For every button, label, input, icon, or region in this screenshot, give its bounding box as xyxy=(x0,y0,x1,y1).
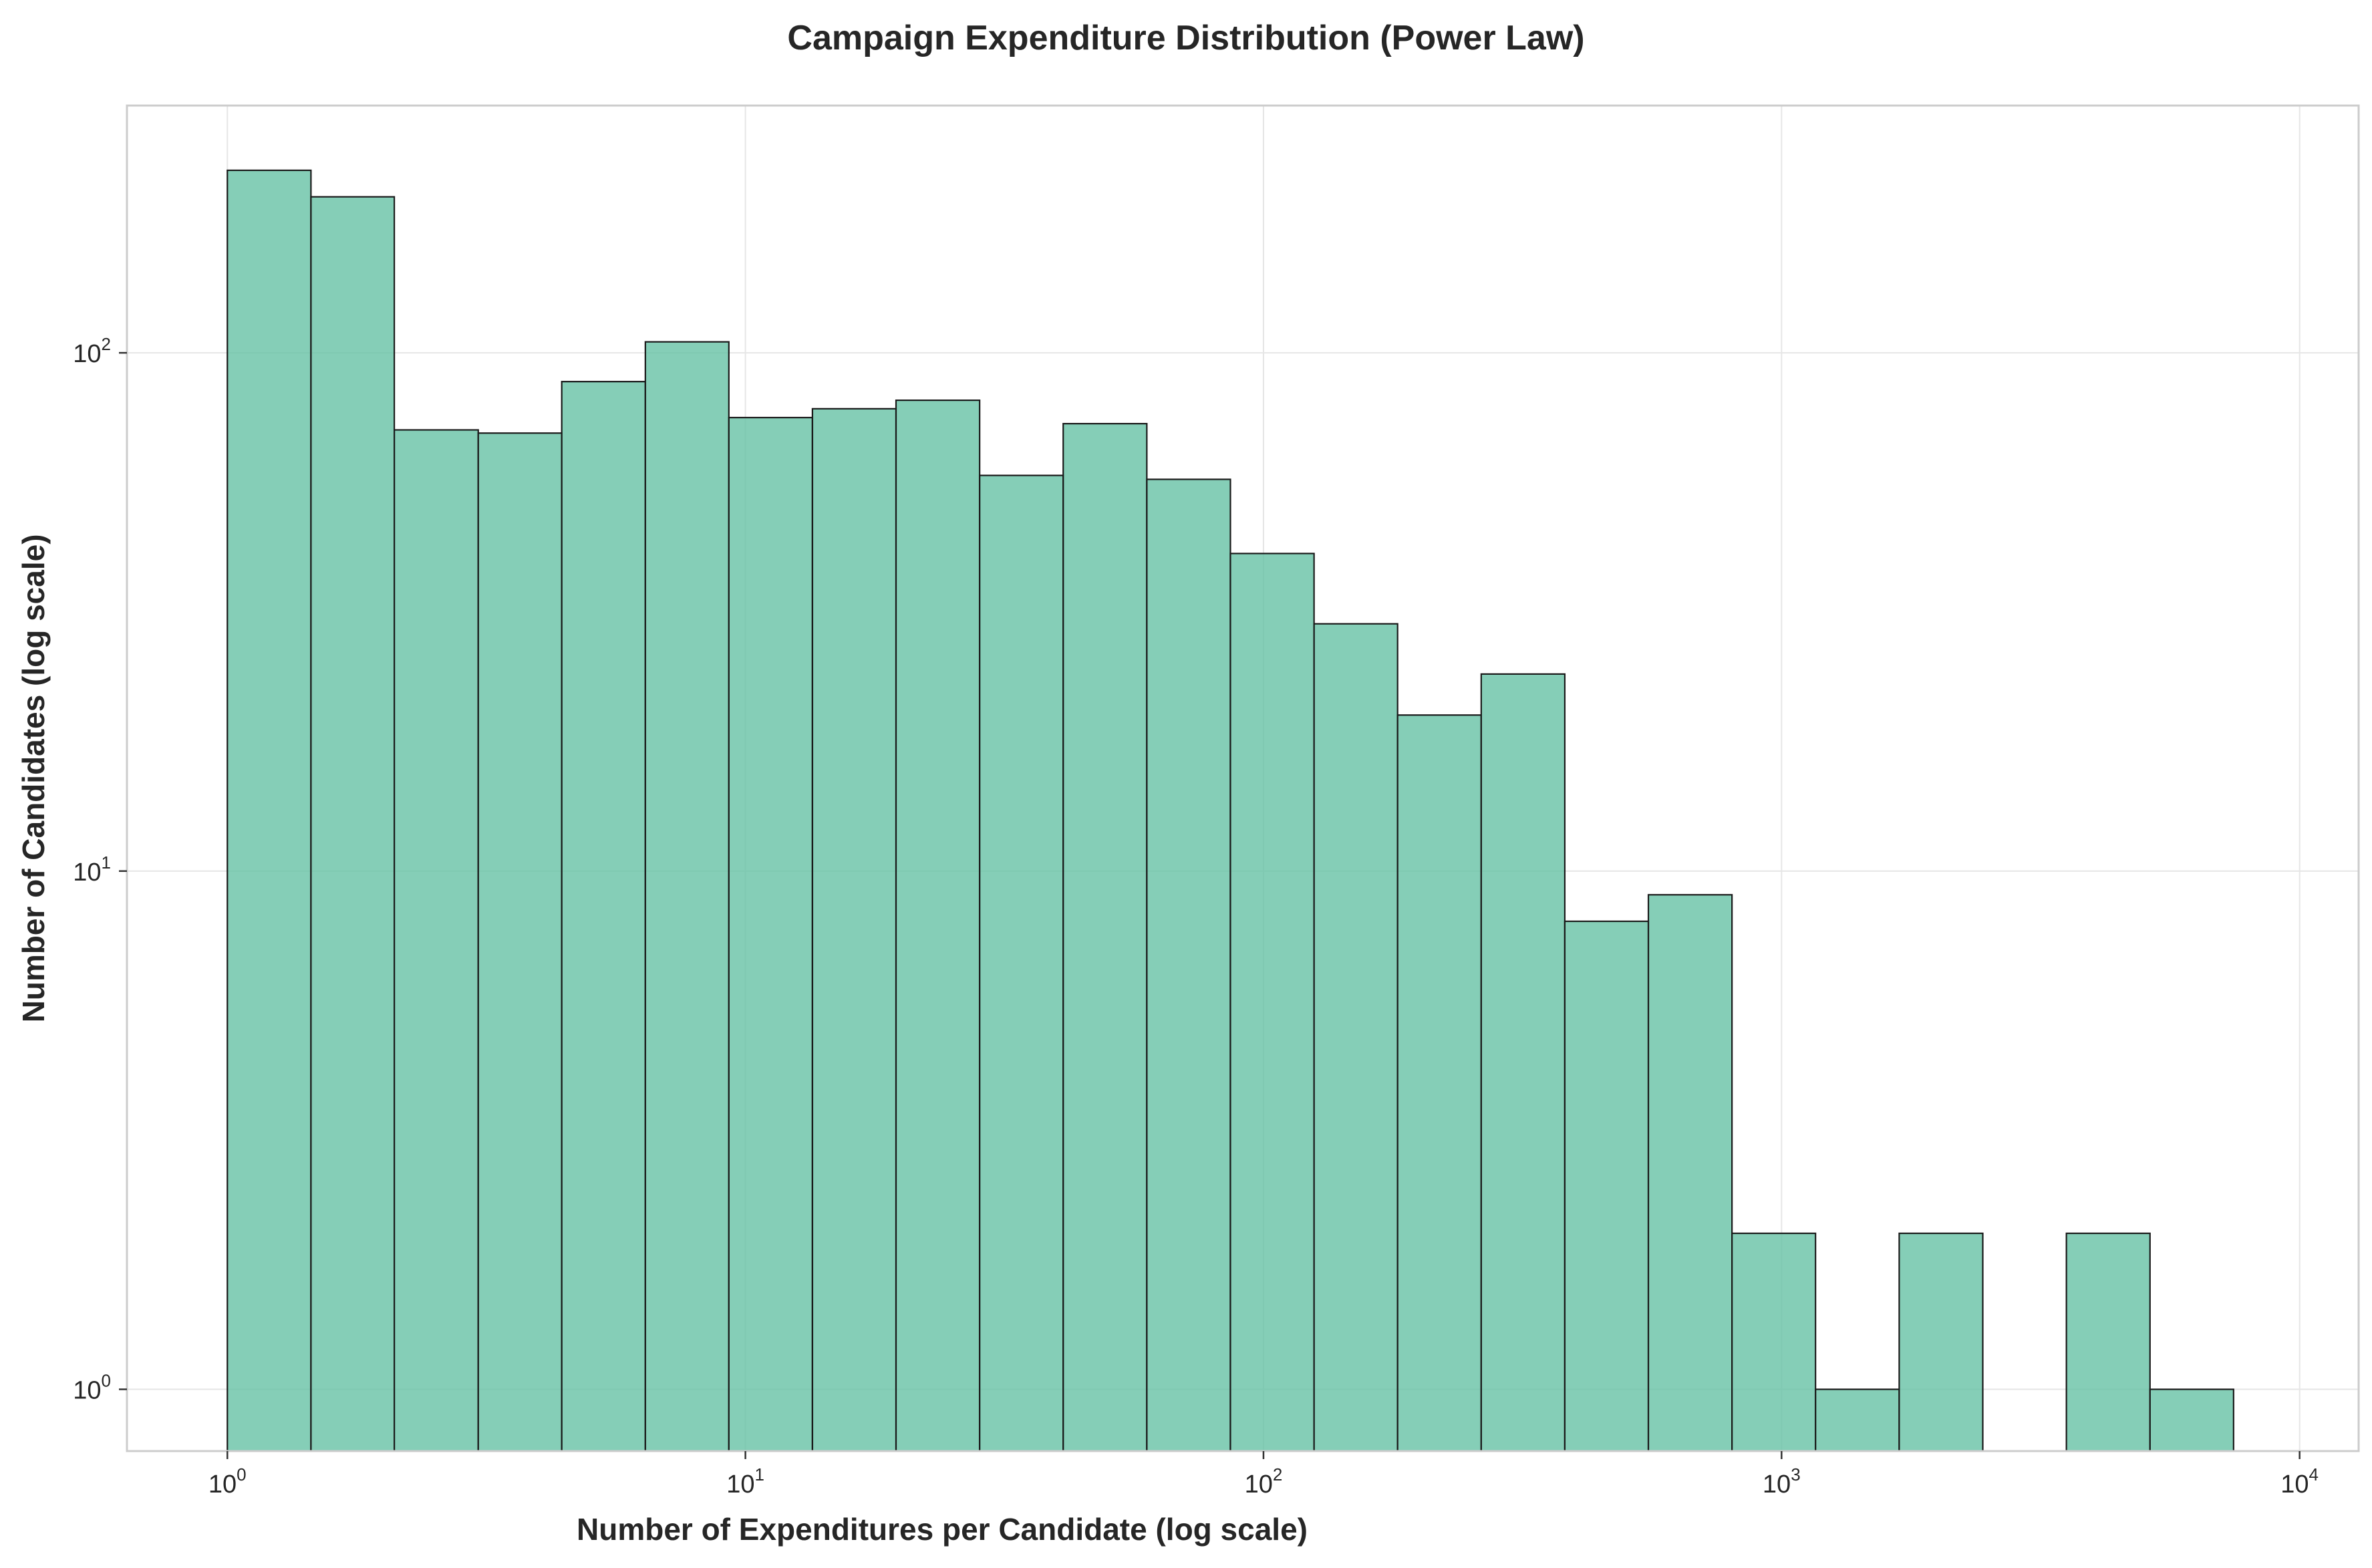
x-tick-label-1: 101 xyxy=(726,1464,764,1499)
histogram-bar-16 xyxy=(1564,920,1650,1452)
histogram-bar-23 xyxy=(2149,1388,2234,1452)
histogram-bar-13 xyxy=(1313,623,1398,1452)
histogram-bar-15 xyxy=(1480,673,1566,1452)
y-tick-label-2: 102 xyxy=(73,334,111,368)
x-axis-ticks: 100 101 102 103 104 xyxy=(208,1451,2319,1499)
histogram-bar-20 xyxy=(1898,1232,1984,1452)
histogram-bar-11 xyxy=(1146,478,1231,1452)
histogram-bar-12 xyxy=(1229,553,1315,1452)
plot-frame xyxy=(126,104,2360,1452)
histogram-bar-9 xyxy=(979,474,1064,1452)
histogram-bars xyxy=(227,169,2234,1452)
x-tick-label-3: 103 xyxy=(1763,1464,1801,1499)
histogram-bar-1 xyxy=(310,196,396,1452)
chart-title: Campaign Expenditure Distribution (Power… xyxy=(787,19,1584,57)
histogram-bar-7 xyxy=(811,408,897,1452)
x-tick-label-4: 104 xyxy=(2280,1464,2319,1499)
histogram-bar-18 xyxy=(1731,1232,1817,1452)
histogram-bar-19 xyxy=(1815,1388,1900,1452)
histogram-bar-0 xyxy=(227,169,312,1452)
histogram-bar-5 xyxy=(644,341,730,1452)
histogram-bar-8 xyxy=(895,400,981,1452)
x-tick-label-2: 102 xyxy=(1245,1464,1283,1499)
x-tick-label-0: 100 xyxy=(208,1464,247,1499)
histogram-bar-2 xyxy=(394,429,479,1452)
histogram-bar-10 xyxy=(1062,423,1148,1452)
histogram-bar-6 xyxy=(728,416,814,1452)
histogram-bar-22 xyxy=(2065,1232,2151,1452)
histogram-bar-14 xyxy=(1396,714,1482,1452)
histogram-bar-3 xyxy=(477,432,563,1452)
y-tick-label-1: 101 xyxy=(73,852,111,887)
histogram-bar-17 xyxy=(1647,894,1733,1452)
y-axis-label: Number of Candidates (log scale) xyxy=(16,534,51,1022)
y-tick-label-0: 100 xyxy=(73,1371,111,1405)
x-axis-label: Number of Expenditures per Candidate (lo… xyxy=(577,1512,1308,1547)
histogram-bar-4 xyxy=(561,381,646,1452)
y-axis-ticks: 100 101 102 xyxy=(73,334,127,1405)
